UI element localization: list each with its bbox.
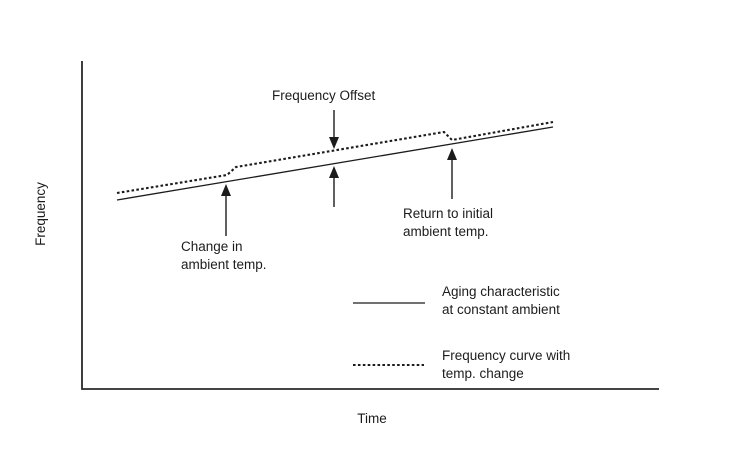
frequency-offset-arrow-up bbox=[329, 166, 339, 207]
legend-label-temp-change: Frequency curve with temp. change bbox=[442, 348, 571, 381]
return-ambient-arrow-up bbox=[447, 148, 457, 199]
legend-label-aging: Aging characteristic at constant ambient bbox=[442, 284, 560, 317]
annotation-change-ambient: Change in ambient temp. bbox=[181, 239, 267, 272]
annotation-frequency-offset: Frequency Offset bbox=[272, 88, 376, 103]
annotation-return-ambient: Return to initial ambient temp. bbox=[403, 206, 494, 239]
axes bbox=[81, 61, 659, 390]
x-axis-label: Time bbox=[357, 411, 387, 426]
aging-line bbox=[116, 126, 554, 201]
change-ambient-arrow-up bbox=[221, 184, 231, 236]
temp-change-curve bbox=[116, 120, 554, 195]
frequency-offset-arrow-down bbox=[329, 110, 339, 149]
y-axis-label: Frequency bbox=[33, 182, 48, 246]
